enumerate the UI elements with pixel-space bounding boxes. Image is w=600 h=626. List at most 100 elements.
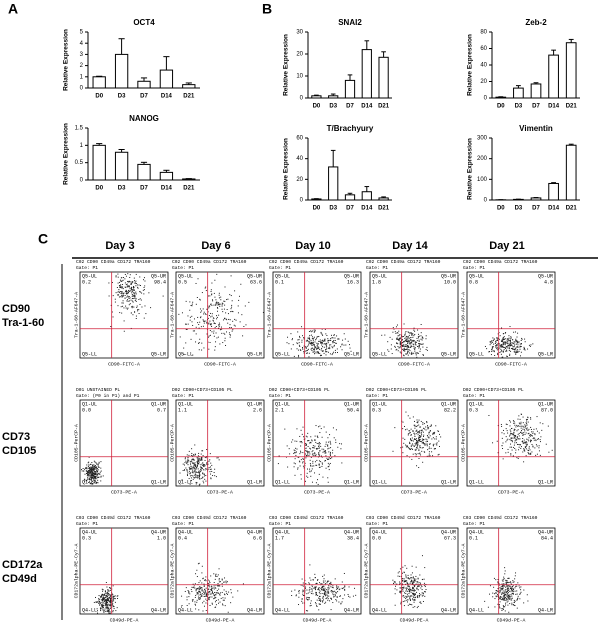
event-dot xyxy=(202,292,203,293)
event-dot xyxy=(418,334,419,335)
event-dot xyxy=(210,453,211,454)
event-dot xyxy=(408,346,409,347)
event-dot xyxy=(129,286,130,287)
event-dot xyxy=(516,442,517,443)
event-dot xyxy=(519,341,520,342)
event-dot xyxy=(93,475,94,476)
event-dot xyxy=(101,608,102,609)
event-dot xyxy=(518,596,519,597)
event-dot xyxy=(130,288,131,289)
event-dot xyxy=(407,337,408,338)
event-dot xyxy=(514,605,515,606)
event-dot xyxy=(502,598,503,599)
event-dot xyxy=(199,474,200,475)
event-dot xyxy=(322,335,323,336)
event-dot xyxy=(209,581,210,582)
event-dot xyxy=(193,466,194,467)
event-dot xyxy=(395,605,396,606)
event-dot xyxy=(197,459,198,460)
event-dot xyxy=(316,594,317,595)
event-dot xyxy=(521,446,522,447)
event-dot xyxy=(96,464,97,465)
event-dot xyxy=(311,342,312,343)
event-dot xyxy=(511,603,512,604)
event-dot xyxy=(319,596,320,597)
event-dot xyxy=(320,593,321,594)
event-dot xyxy=(187,457,188,458)
event-dot xyxy=(423,601,424,602)
event-dot xyxy=(413,431,414,432)
event-dot xyxy=(303,595,304,596)
event-dot xyxy=(219,324,220,325)
bar xyxy=(345,195,354,200)
event-dot xyxy=(325,598,326,599)
event-dot xyxy=(424,596,425,597)
event-dot xyxy=(502,341,503,342)
event-dot xyxy=(402,339,403,340)
x-tick-label: D14 xyxy=(548,206,560,212)
event-dot xyxy=(113,316,114,317)
event-dot xyxy=(530,346,531,347)
event-dot xyxy=(313,579,314,580)
event-dot xyxy=(92,470,93,471)
event-dot xyxy=(202,610,203,611)
event-dot xyxy=(320,604,321,605)
event-dot xyxy=(211,331,212,332)
event-dot xyxy=(517,426,518,427)
event-dot xyxy=(407,343,408,344)
event-dot xyxy=(344,585,345,586)
event-dot xyxy=(516,586,517,587)
event-dot xyxy=(126,297,127,298)
event-dot xyxy=(503,599,504,600)
event-dot xyxy=(234,290,235,291)
event-dot xyxy=(420,439,421,440)
event-dot xyxy=(324,426,325,427)
event-dot xyxy=(222,604,223,605)
event-dot xyxy=(216,303,217,304)
event-dot xyxy=(512,586,513,587)
event-dot xyxy=(108,593,109,594)
event-dot xyxy=(427,445,428,446)
event-dot xyxy=(129,291,130,292)
event-dot xyxy=(417,340,418,341)
event-dot xyxy=(409,590,410,591)
event-dot xyxy=(415,344,416,345)
event-dot xyxy=(327,597,328,598)
event-dot xyxy=(150,307,151,308)
event-dot xyxy=(325,581,326,582)
event-dot xyxy=(230,602,231,603)
event-dot xyxy=(227,309,228,310)
event-dot xyxy=(330,453,331,454)
event-dot xyxy=(509,596,510,597)
event-dot xyxy=(411,354,412,355)
event-dot xyxy=(316,603,317,604)
event-dot xyxy=(307,610,308,611)
event-dot xyxy=(216,476,217,477)
event-dot xyxy=(419,435,420,436)
event-dot xyxy=(227,299,228,300)
event-dot xyxy=(118,291,119,292)
event-dot xyxy=(100,472,101,473)
event-dot xyxy=(500,591,501,592)
event-dot xyxy=(325,453,326,454)
event-dot xyxy=(534,434,535,435)
event-dot xyxy=(524,347,525,348)
event-dot xyxy=(411,459,412,460)
event-dot xyxy=(403,336,404,337)
event-dot xyxy=(335,340,336,341)
event-dot xyxy=(537,416,538,417)
event-dot xyxy=(398,347,399,348)
event-dot xyxy=(410,339,411,340)
event-dot xyxy=(215,341,216,342)
event-dot xyxy=(309,471,310,472)
error-bar xyxy=(348,75,353,81)
event-dot xyxy=(510,588,511,589)
event-dot xyxy=(503,606,504,607)
event-dot xyxy=(515,340,516,341)
event-dot xyxy=(240,284,241,285)
event-dot xyxy=(496,338,497,339)
event-dot xyxy=(86,464,87,465)
event-dot xyxy=(537,431,538,432)
event-dot xyxy=(144,280,145,281)
event-dot xyxy=(321,348,322,349)
